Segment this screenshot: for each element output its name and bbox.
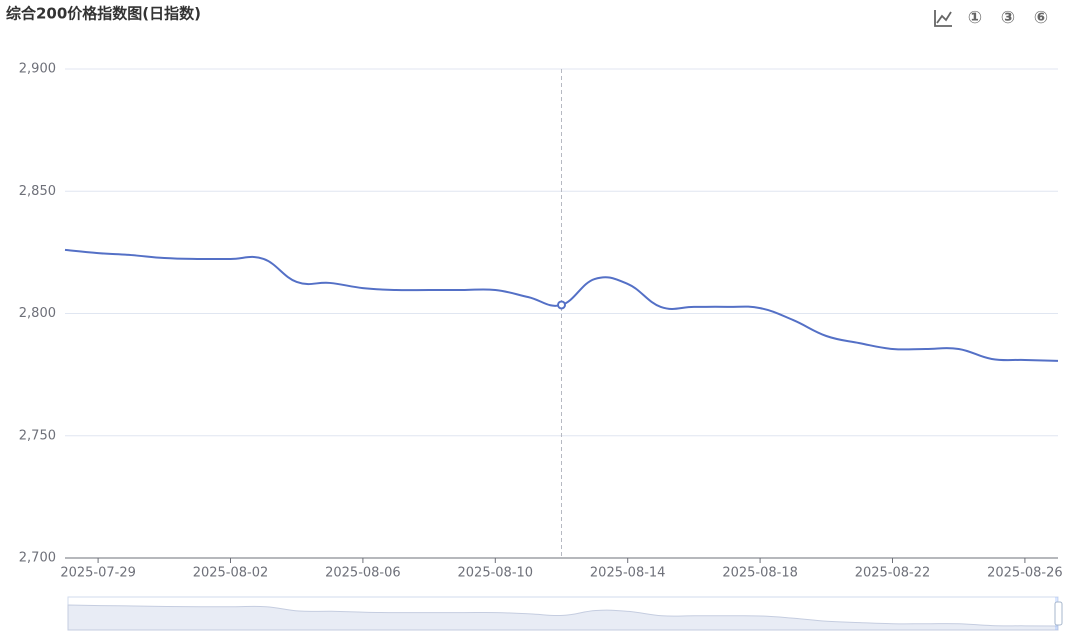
y-tick-label: 2,750 [19,428,56,443]
toolbar-button[interactable]: ③ [1001,8,1015,28]
zoom-preview [67,604,1059,631]
toolbar: ① ③ ⑥ [934,8,1048,28]
y-tick-label: 2,900 [19,62,56,77]
chart-title: 综合200价格指数图(日指数) [6,5,201,23]
x-tick-label: 2025-08-14 [590,566,666,581]
x-tick-label: 2025-08-26 [987,566,1063,581]
x-tick-label: 2025-08-02 [193,566,269,581]
y-tick-label: 2,850 [19,184,56,199]
y-tick-label: 2,700 [19,551,56,566]
toolbar-button[interactable]: ⑥ [1034,8,1048,28]
highlight-point [557,300,566,310]
zoom-handle[interactable] [1054,601,1063,626]
y-tick-label: 2,800 [19,306,56,321]
x-tick-label: 2025-08-22 [855,566,931,581]
x-tick-label: 2025-08-10 [458,566,534,581]
x-tick-label: 2025-07-29 [60,566,136,581]
x-tick-label: 2025-08-18 [722,566,798,581]
toolbar-button[interactable]: ① [968,8,982,28]
x-tick-label: 2025-08-06 [325,566,401,581]
line-icon[interactable] [934,10,952,27]
